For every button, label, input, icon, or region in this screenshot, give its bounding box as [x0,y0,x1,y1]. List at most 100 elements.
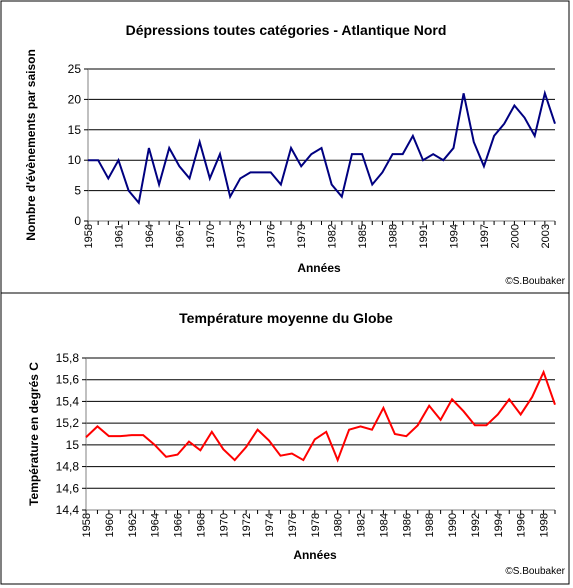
data-point [531,396,533,398]
data-point [428,405,430,407]
data-point [440,419,442,421]
data-point [177,454,179,456]
data-point [165,456,167,458]
chart-title: Dépressions toutes catégories - Atlantiq… [126,22,447,38]
x-tick-label: 1988 [388,224,400,248]
data-point [239,177,241,179]
x-tick-label: 1992 [470,513,482,537]
data-point [199,141,201,143]
x-tick-label: 1976 [266,224,278,248]
data-point [188,441,190,443]
x-tick-label: 1998 [539,513,551,537]
credit-text: ©S.Boubaker [505,276,565,287]
data-point [337,459,339,461]
x-tick-label: 1958 [81,513,93,537]
data-point [245,446,247,448]
y-tick-label: 15,6 [56,373,80,387]
y-tick-label: 15 [68,123,82,137]
data-point [462,410,464,412]
data-point [452,147,454,149]
y-tick-label: 15,4 [56,394,80,408]
x-tick-label: 1978 [310,513,322,537]
data-point [257,429,259,431]
data-point [412,135,414,137]
x-tick-label: 1976 [287,513,299,537]
data-point [360,425,362,427]
x-tick-label: 1994 [493,513,505,537]
y-tick-label: 15,2 [56,416,80,430]
data-point [381,171,383,173]
x-tick-label: 1991 [418,224,430,248]
data-point [148,147,150,149]
data-point [229,196,231,198]
x-tick-label: 1985 [357,224,369,248]
y-tick-label: 10 [68,153,82,167]
data-point [280,184,282,186]
data-point [279,455,281,457]
data-point [543,371,545,373]
series-line [85,369,556,463]
series-line [88,89,556,206]
x-tick-label: 1960 [104,513,116,537]
x-tick-label: 1958 [83,224,95,248]
x-tick-label: 1997 [479,224,491,248]
data-point [503,123,505,125]
data-point [249,171,251,173]
data-point [493,135,495,137]
data-point [463,92,465,94]
data-point [158,184,160,186]
data-point [394,433,396,435]
data-point [219,153,221,155]
data-point [270,171,272,173]
data-point [474,424,476,426]
data-point [402,153,404,155]
x-axis-label: Années [297,261,341,275]
chart-title: Température moyenne du Globe [179,310,393,326]
chart-global-temperature: Température moyenne du Globe Température… [27,310,566,577]
data-point [520,413,522,415]
x-tick-label: 1968 [195,513,207,537]
data-point [119,435,121,437]
data-point [310,153,312,155]
data-point [432,153,434,155]
data-point [442,159,444,161]
x-tick-label: 1966 [173,513,185,537]
y-axis-label: Température en degrés C [27,362,41,506]
data-point [508,398,510,400]
data-point [534,135,536,137]
y-tick-label: 14,6 [56,481,80,495]
x-tick-label: 1964 [150,513,162,537]
x-tick-label: 1970 [218,513,230,537]
data-point [222,448,224,450]
data-point [209,177,211,179]
data-point [417,424,419,426]
x-axis-label: Années [293,548,337,562]
data-point [348,429,350,431]
data-point [341,196,343,198]
data-point [131,434,133,436]
x-tick-label: 1982 [356,513,368,537]
data-point [314,438,316,440]
data-point [85,436,87,438]
data-point [128,190,130,192]
x-tick-label: 1964 [144,224,156,248]
data-point [234,459,236,461]
data-point [485,424,487,426]
data-point [189,177,191,179]
x-tick-label: 1967 [174,224,186,248]
chart-hurricanes: Dépressions toutes catégories - Atlantiq… [24,22,566,287]
x-tick-label: 2000 [509,224,521,248]
y-tick-label: 25 [68,62,82,76]
data-point [371,429,373,431]
data-point [300,165,302,167]
data-point [260,171,262,173]
data-point [483,165,485,167]
data-point [87,159,89,161]
data-point [371,184,373,186]
x-tick-label: 1982 [327,224,339,248]
data-point [513,104,515,106]
data-point [451,398,453,400]
data-point [138,202,140,204]
y-tick-label: 15 [66,438,80,452]
